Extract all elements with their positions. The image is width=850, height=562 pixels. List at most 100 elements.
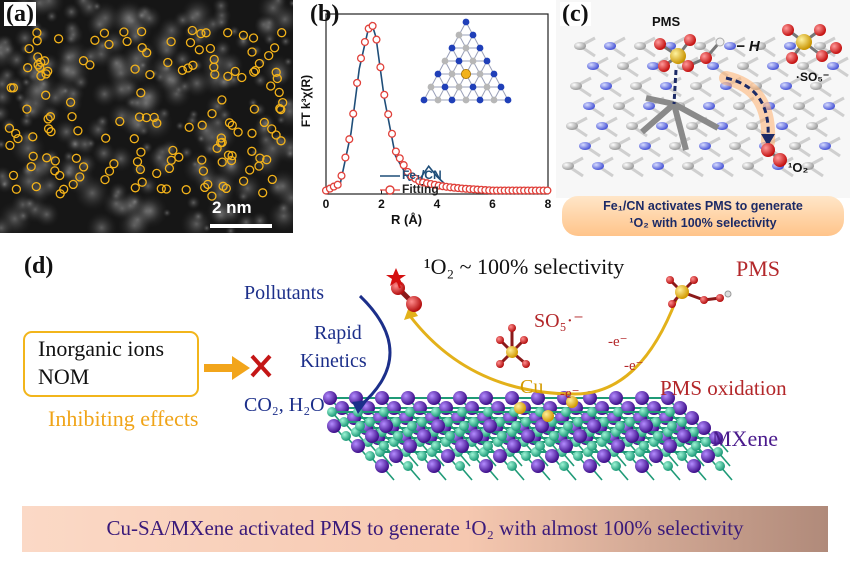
fitting-point bbox=[349, 109, 358, 118]
fe-single-atom-marker bbox=[26, 161, 36, 172]
fitting-point bbox=[372, 35, 381, 44]
fitting-point bbox=[543, 186, 552, 195]
x-axis-label: R (Å) bbox=[391, 212, 423, 227]
pms-label-d: PMS bbox=[736, 256, 781, 281]
fe-single-atom-marker bbox=[104, 39, 114, 50]
products-label: CO₂, H₂O bbox=[244, 394, 325, 416]
inhibiting-effects-label: Inhibiting effects bbox=[48, 406, 199, 431]
panel-c-caption-line1: Fe₁/CN activates PMS to generate bbox=[603, 199, 803, 213]
fe-single-atom-marker bbox=[267, 124, 277, 134]
fitting-point bbox=[399, 161, 408, 170]
fe-single-atom-marker bbox=[43, 124, 54, 134]
fe-single-atom-marker bbox=[39, 56, 50, 66]
fe-single-atom-marker bbox=[217, 157, 227, 167]
pms-oxidation-label: PMS oxidation bbox=[660, 376, 787, 400]
fitting-point bbox=[380, 90, 389, 99]
fe-single-atom-marker bbox=[100, 174, 110, 185]
fitting-point bbox=[353, 78, 362, 87]
fe-single-atom-marker bbox=[90, 35, 100, 45]
fe-single-atom-marker bbox=[134, 112, 145, 122]
x-tick-label: 2 bbox=[378, 197, 385, 211]
electron-arc bbox=[408, 299, 678, 396]
fe-single-atom-marker bbox=[8, 170, 19, 181]
fitting-point bbox=[337, 171, 346, 180]
fe-single-atom-marker bbox=[197, 155, 207, 165]
fe-single-atom-marker bbox=[248, 33, 259, 43]
fe-single-atom-marker bbox=[53, 34, 64, 44]
fe-single-atom-marker bbox=[233, 127, 243, 137]
fe-single-atom-marker bbox=[11, 184, 22, 194]
series-fe1cn-line bbox=[325, 21, 548, 194]
fe-single-atom-marker bbox=[32, 36, 42, 46]
panel-a: (a) 2 nm bbox=[0, 0, 293, 233]
fe-single-atom-marker bbox=[36, 71, 46, 81]
degradation-arrow bbox=[358, 294, 392, 408]
fe-single-atom-marker bbox=[230, 66, 240, 77]
fe-single-atom-marker bbox=[67, 111, 77, 122]
fe-single-atom-marker bbox=[238, 176, 249, 186]
fe-single-atom-marker bbox=[8, 83, 19, 93]
nom-label: NOM bbox=[38, 364, 90, 389]
fe-single-atom-marker bbox=[156, 184, 166, 194]
fe-single-atom-marker bbox=[249, 67, 259, 77]
fe-single-atom-marker bbox=[216, 138, 226, 148]
fe-single-atom-marker bbox=[166, 36, 176, 47]
fe-single-atom-marker bbox=[262, 155, 272, 165]
fe-single-atom-marker bbox=[207, 191, 217, 201]
fe-single-atom-marker bbox=[136, 88, 146, 98]
fe-single-atom-marker bbox=[73, 126, 83, 136]
fe-single-atom-marker bbox=[223, 71, 233, 81]
fe-single-atom-marker bbox=[75, 172, 85, 182]
fe-single-atom-marker bbox=[269, 43, 280, 53]
x-tick-label: 0 bbox=[323, 197, 330, 211]
fe-single-atom-marker bbox=[50, 166, 60, 176]
kinetics-label: Kinetics bbox=[300, 350, 367, 372]
fe-single-atom-marker bbox=[197, 120, 207, 130]
fe-single-atom-marker bbox=[5, 140, 15, 151]
fe-single-atom-marker bbox=[78, 56, 89, 66]
fe-single-atom-marker bbox=[132, 157, 143, 167]
pms-label: PMS bbox=[652, 14, 681, 29]
fe-single-atom-marker bbox=[41, 90, 51, 100]
fe-single-atom-marker bbox=[183, 63, 193, 73]
legend-fe1cn: Fe₁/CN bbox=[402, 168, 442, 182]
fe-single-atom-marker bbox=[28, 132, 38, 142]
fe-single-atom-marker bbox=[168, 145, 178, 156]
fe-single-atom-marker bbox=[187, 25, 197, 36]
fe-single-atom-marker bbox=[184, 122, 194, 132]
fe-single-atom-marker bbox=[245, 165, 255, 175]
so5-molecule bbox=[496, 324, 530, 368]
fe-center bbox=[640, 69, 720, 151]
fe-single-atom-marker bbox=[271, 67, 281, 77]
fe-single-atom-marker bbox=[33, 60, 43, 70]
fe-single-atom-marker bbox=[130, 64, 140, 74]
fe-single-atom-marker bbox=[115, 116, 125, 127]
fe-single-atom-marker bbox=[119, 27, 129, 37]
pms-molecule bbox=[654, 34, 725, 72]
panel-d-label: (d) bbox=[24, 253, 54, 279]
fe-single-atom-marker bbox=[276, 136, 286, 146]
fe-single-atom-marker bbox=[238, 30, 249, 40]
fe-single-atom-marker bbox=[23, 63, 33, 73]
fitting-point bbox=[384, 110, 393, 119]
fe1cn-structure-inset bbox=[420, 18, 512, 104]
fe-single-atom-marker bbox=[43, 66, 53, 76]
fe-single-atom-marker bbox=[272, 73, 282, 84]
rapid-label: Rapid bbox=[314, 322, 362, 344]
singlet-oxygen-label: ¹O₂ bbox=[788, 160, 809, 175]
fe-single-atom-marker bbox=[11, 128, 21, 139]
fe-single-atom-marker bbox=[13, 133, 23, 144]
fe-single-atom-marker bbox=[78, 162, 89, 172]
fitting-point bbox=[333, 180, 342, 189]
fe-single-atom-marker bbox=[41, 69, 51, 79]
fe-single-atom-marker bbox=[104, 166, 115, 176]
fe-single-atom-marker bbox=[207, 108, 217, 119]
fe-single-atom-marker bbox=[205, 43, 216, 54]
fe-single-atom-marker bbox=[258, 188, 268, 198]
exafs-chart: 0 2 4 6 8 bbox=[321, 13, 552, 211]
fitting-point bbox=[395, 154, 404, 163]
fe-single-atom-marker bbox=[188, 60, 198, 70]
fe-single-atom-marker bbox=[185, 37, 196, 48]
fe-single-atom-marker bbox=[247, 47, 257, 57]
fe-single-atom-marker bbox=[249, 104, 260, 114]
